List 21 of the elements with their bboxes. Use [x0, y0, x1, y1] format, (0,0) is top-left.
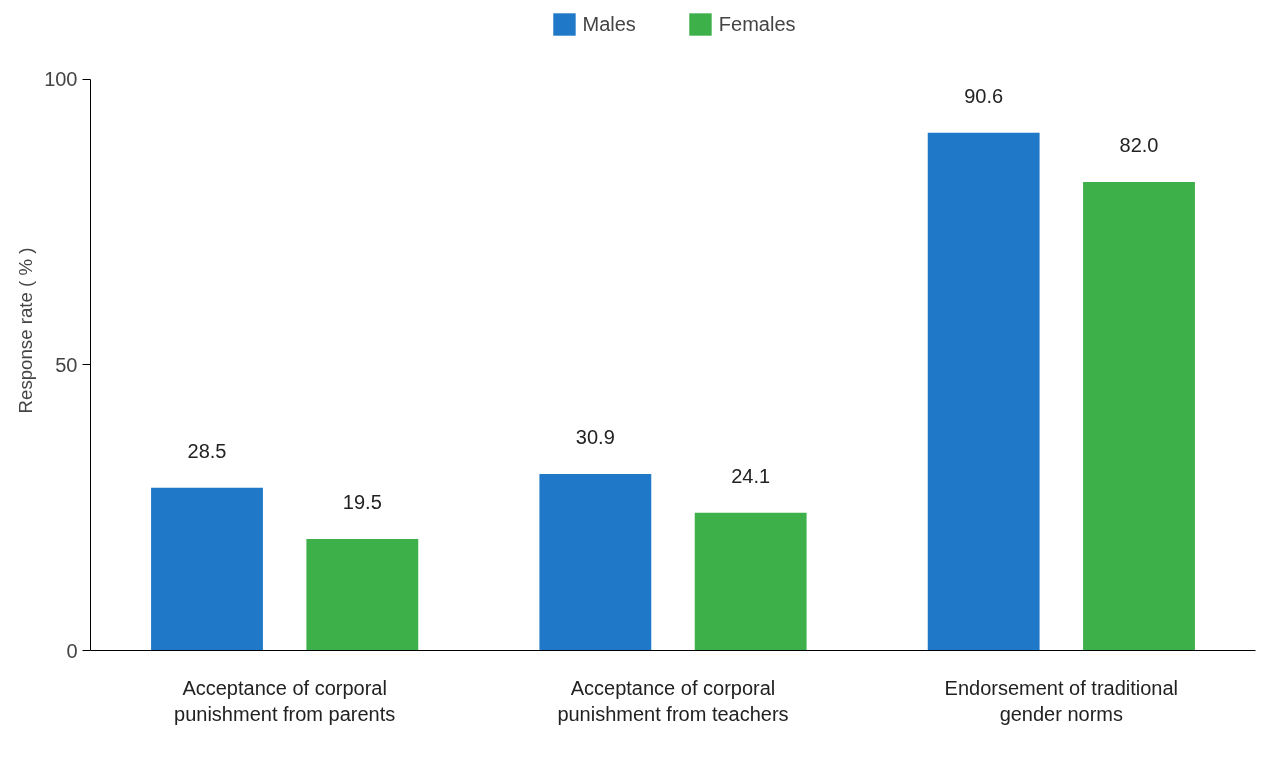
data-label: 30.9	[575, 425, 615, 448]
x-tick-label: Endorsement of traditional gender norms	[944, 676, 1179, 725]
data-label: 24.1	[731, 464, 771, 487]
bar	[1083, 181, 1195, 651]
bar	[694, 512, 807, 651]
data-label: 82.0	[1119, 133, 1159, 156]
data-label: 28.5	[187, 439, 227, 462]
y-tick-label: 50	[55, 353, 78, 376]
bar	[151, 487, 263, 651]
bar	[927, 132, 1040, 651]
x-tick-label: Acceptance of corporal punishment from teachers	[557, 676, 789, 725]
x-tick-label: Acceptance of corporal punishment from parents	[174, 676, 396, 725]
bar	[539, 473, 652, 651]
legend-label: Males	[582, 12, 636, 36]
y-tick-label: 0	[66, 639, 78, 662]
y-tick-label: 100	[44, 68, 78, 91]
y-axis-title: Response rate ( % )	[15, 247, 37, 414]
data-label: 90.6	[964, 84, 1004, 107]
legend-label: Females	[718, 12, 796, 36]
bar	[306, 539, 419, 651]
data-label: 19.5	[342, 491, 382, 514]
